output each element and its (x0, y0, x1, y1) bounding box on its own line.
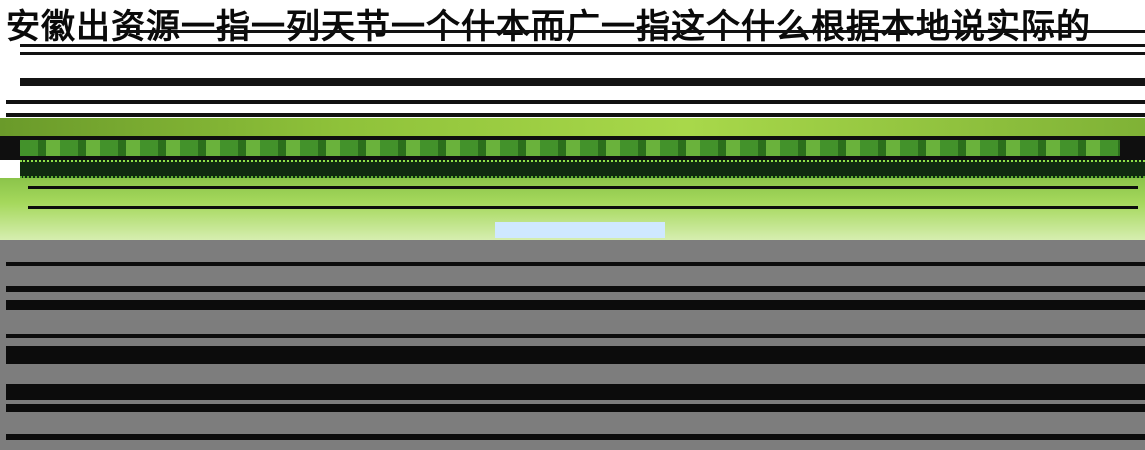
gray-text (10, 366, 1130, 384)
label-row-rule (6, 113, 1145, 117)
band-glow (20, 140, 1120, 156)
gray-rule (6, 334, 1145, 338)
link[interactable] (495, 222, 665, 238)
gray-rule (6, 404, 1145, 412)
header-rule (120, 30, 1145, 33)
gray-rule (6, 300, 1145, 310)
gray-rule (6, 286, 1145, 292)
header-rule (20, 52, 1145, 55)
gray-text (10, 414, 1130, 432)
green-band (0, 118, 1145, 136)
lower-green-text (290, 190, 1130, 206)
dotted-band (20, 160, 1145, 178)
lower-green-rule (28, 206, 1138, 209)
label-row-rule (6, 100, 1145, 104)
band-text (110, 138, 1010, 158)
gray-text (10, 312, 1130, 330)
gray-text (10, 268, 1130, 286)
lower-green-rule (28, 186, 1138, 189)
dotted-band-text (40, 160, 1140, 178)
gray-panel (0, 240, 1145, 450)
gray-rule (6, 262, 1145, 266)
header-rule (20, 44, 1145, 47)
gray-rule (6, 384, 1145, 400)
dark-band (0, 136, 1145, 160)
gray-rule (6, 434, 1145, 440)
gray-rule (6, 346, 1145, 364)
subtitle-rule (20, 78, 1145, 86)
page-title: 安徽出资源一指一列天节一个什本而广一指这个什么根据本地说实际的 (6, 7, 1091, 47)
